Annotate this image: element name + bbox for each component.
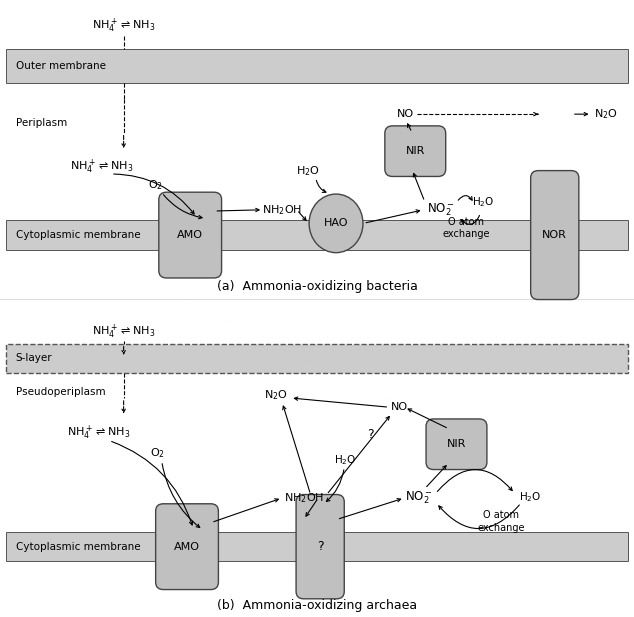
- Text: NO: NO: [397, 109, 415, 119]
- Text: Cytoplasmic membrane: Cytoplasmic membrane: [16, 542, 141, 552]
- Text: $\mathregular{NH_2OH}$: $\mathregular{NH_2OH}$: [284, 491, 324, 505]
- Text: AMO: AMO: [174, 542, 200, 552]
- Text: $\mathregular{NH_4^+\rightleftharpoons NH_3}$: $\mathregular{NH_4^+\rightleftharpoons N…: [92, 323, 155, 341]
- FancyBboxPatch shape: [296, 495, 344, 598]
- Text: Cytoplasmic membrane: Cytoplasmic membrane: [16, 230, 141, 240]
- Text: $\mathregular{H_2O}$: $\mathregular{H_2O}$: [472, 196, 495, 209]
- Bar: [6, 344, 628, 373]
- Text: $\mathregular{N_2O}$: $\mathregular{N_2O}$: [593, 107, 618, 121]
- Text: $\mathregular{NH_4^+\rightleftharpoons NH_3}$: $\mathregular{NH_4^+\rightleftharpoons N…: [67, 424, 130, 442]
- FancyBboxPatch shape: [158, 193, 222, 278]
- Text: $\mathregular{N_2O}$: $\mathregular{N_2O}$: [264, 388, 288, 402]
- Text: NOR: NOR: [542, 230, 567, 240]
- Bar: [6, 49, 628, 83]
- Text: NO: NO: [391, 402, 408, 412]
- Text: (a)  Ammonia-oxidizing bacteria: (a) Ammonia-oxidizing bacteria: [217, 280, 417, 294]
- Text: $\mathregular{O_2}$: $\mathregular{O_2}$: [148, 178, 163, 192]
- Text: $\mathregular{H_2O}$: $\mathregular{H_2O}$: [334, 453, 357, 466]
- Text: $\mathregular{H_2O}$: $\mathregular{H_2O}$: [519, 490, 541, 503]
- Text: AMO: AMO: [177, 230, 204, 240]
- Text: S-layer: S-layer: [16, 354, 53, 363]
- Text: ?: ?: [317, 540, 323, 553]
- Text: HAO: HAO: [324, 218, 348, 228]
- Text: NIR: NIR: [406, 146, 425, 156]
- Text: NIR: NIR: [447, 439, 466, 449]
- Text: $\mathregular{NH_4^+\rightleftharpoons NH_3}$: $\mathregular{NH_4^+\rightleftharpoons N…: [70, 157, 133, 176]
- FancyBboxPatch shape: [426, 419, 487, 470]
- FancyBboxPatch shape: [385, 126, 446, 176]
- Text: Outer membrane: Outer membrane: [16, 61, 106, 72]
- Text: O atom
exchange: O atom exchange: [443, 217, 489, 239]
- Text: O atom
exchange: O atom exchange: [477, 510, 524, 532]
- Text: ?: ?: [368, 428, 374, 442]
- Ellipse shape: [309, 194, 363, 253]
- Text: Periplasm: Periplasm: [16, 118, 67, 128]
- Text: $\mathregular{NH_2OH}$: $\mathregular{NH_2OH}$: [262, 203, 302, 217]
- Text: $\mathregular{NH_4^+\rightleftharpoons NH_3}$: $\mathregular{NH_4^+\rightleftharpoons N…: [92, 17, 155, 35]
- Text: $\mathregular{NO_2^-}$: $\mathregular{NO_2^-}$: [427, 202, 455, 218]
- Bar: [6, 220, 628, 250]
- Text: Pseudoperiplasm: Pseudoperiplasm: [16, 387, 105, 397]
- FancyBboxPatch shape: [531, 171, 579, 300]
- Bar: [6, 532, 628, 561]
- Text: $\mathregular{O_2}$: $\mathregular{O_2}$: [150, 447, 165, 460]
- Text: $\mathregular{H_2O}$: $\mathregular{H_2O}$: [295, 165, 320, 178]
- Text: $\mathregular{NO_2^-}$: $\mathregular{NO_2^-}$: [404, 490, 432, 506]
- FancyBboxPatch shape: [155, 503, 218, 590]
- Text: (b)  Ammonia-oxidizing archaea: (b) Ammonia-oxidizing archaea: [217, 599, 417, 613]
